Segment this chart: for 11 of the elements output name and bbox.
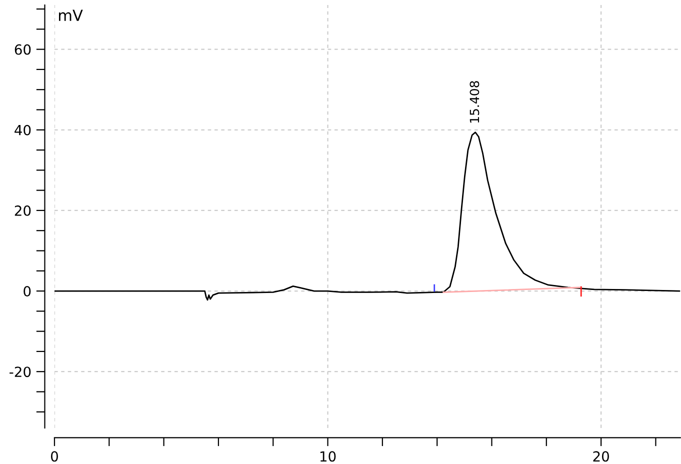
y-tick-label: 40 [14, 124, 31, 136]
y-tick-label: 0 [24, 286, 31, 297]
y-tick-label: 60 [14, 44, 31, 55]
annotation: 15.408 [470, 81, 480, 123]
x-tick-label: 10 [320, 451, 336, 462]
y-axis-title: mV [58, 10, 83, 21]
line-series [54, 132, 680, 301]
y-tick-label: 20 [14, 205, 31, 216]
x-tick-label: 0 [50, 451, 58, 462]
y-tick-label: -20 [10, 366, 31, 378]
x-tick-label: 20 [593, 451, 609, 462]
